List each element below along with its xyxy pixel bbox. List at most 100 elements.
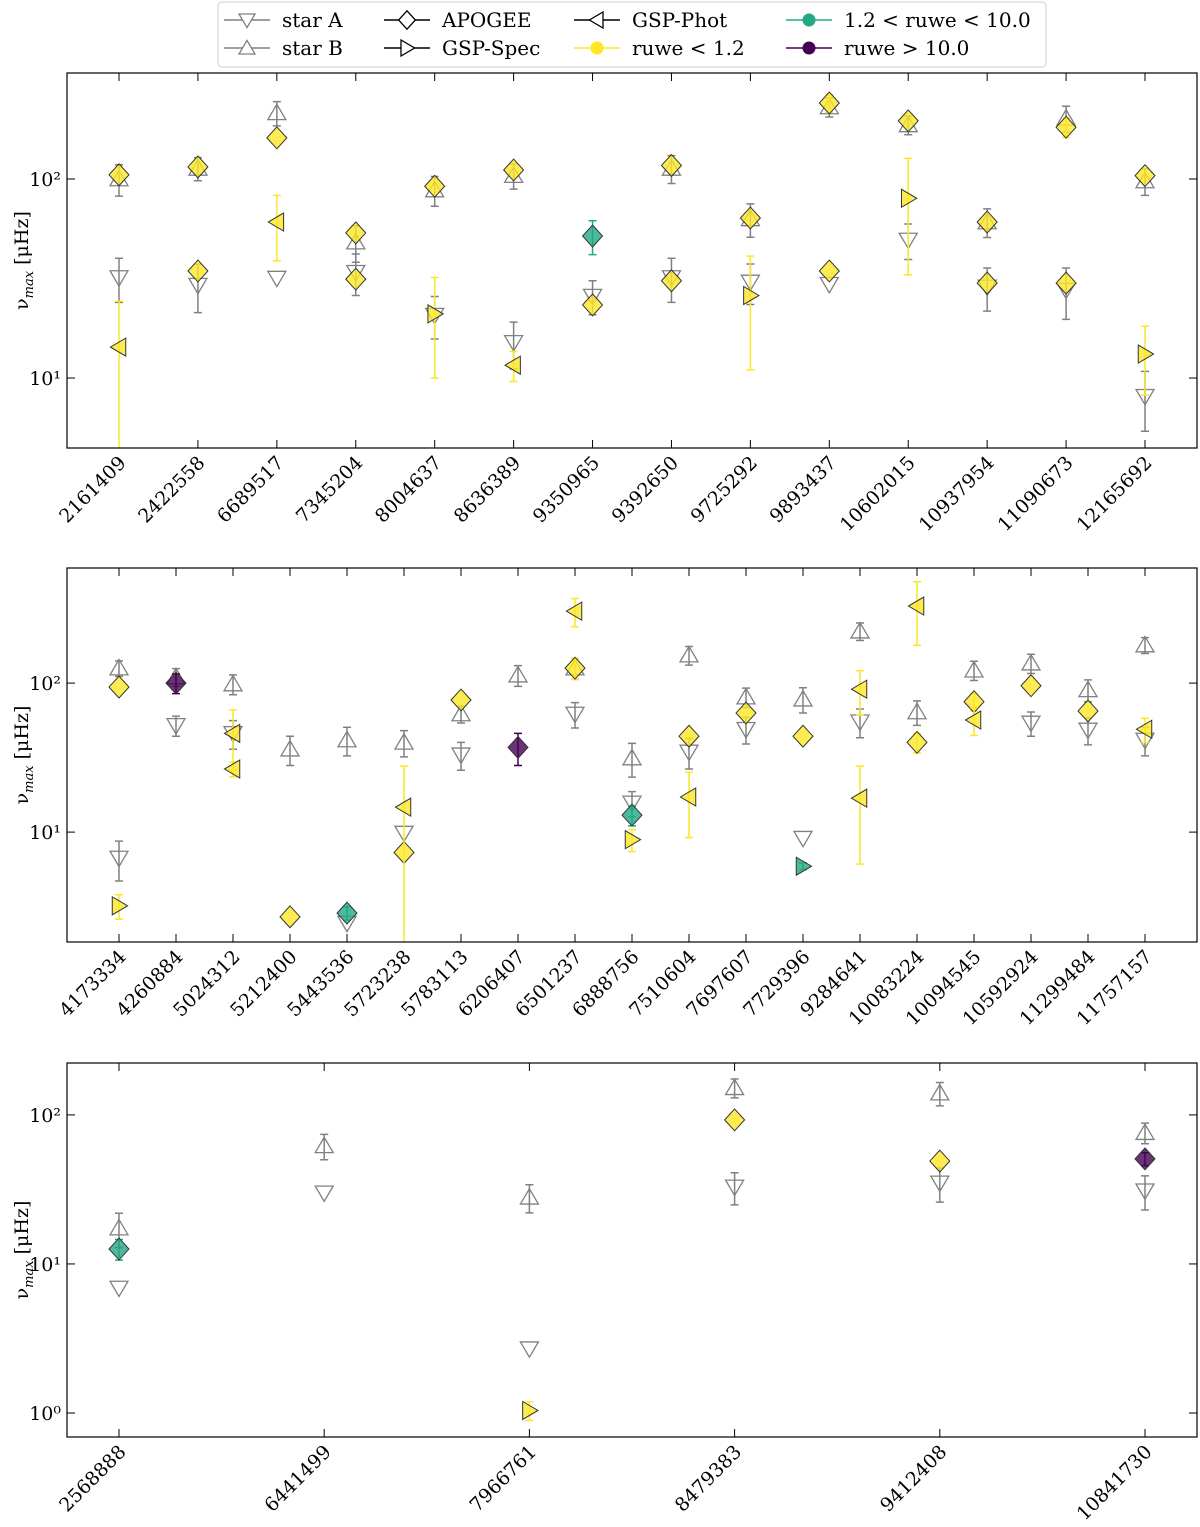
marker (1077, 680, 1099, 698)
marker (108, 658, 130, 676)
legend-marker (802, 13, 816, 27)
marker (678, 724, 700, 748)
marker (394, 797, 412, 818)
x-tick-label: 10841730 (1073, 1441, 1157, 1525)
marker (1055, 271, 1077, 295)
error-bar (272, 100, 281, 127)
error-bar (856, 765, 864, 865)
marker (660, 269, 683, 293)
marker (336, 730, 358, 748)
x-tick-label: 9893437 (765, 452, 840, 527)
marker (266, 103, 287, 121)
marker (929, 1149, 951, 1173)
x-tick-label: 6441499 (260, 1441, 335, 1516)
error-bar (913, 700, 921, 727)
marker (621, 748, 643, 766)
marker (976, 210, 998, 234)
error-bar (1084, 679, 1092, 703)
x-tick-label: 10937954 (915, 452, 999, 536)
x-tick-label: 7966761 (466, 1441, 541, 1516)
data-layer (108, 91, 1156, 448)
marker (743, 285, 760, 306)
marker (165, 671, 187, 695)
marker (1134, 1147, 1156, 1171)
marker (849, 621, 871, 639)
marker (503, 335, 524, 353)
x-tick-label: 2161409 (55, 452, 130, 527)
legend: star A star B APOGEE GSP-Spec GSP-Phot ruwe <… (217, 1, 1047, 68)
data-layer (108, 580, 1156, 942)
error-bar (320, 1133, 329, 1161)
x-tick-label: 2568888 (55, 1441, 130, 1516)
marker (111, 895, 129, 916)
axes-frame (66, 1062, 1198, 1438)
legend-label: GSP-Spec (442, 36, 540, 60)
marker (427, 304, 445, 324)
error-bar (115, 300, 123, 448)
legend-box (217, 1, 1047, 68)
error-bar (1141, 1122, 1149, 1145)
marker (108, 270, 130, 288)
marker (963, 660, 985, 678)
marker (735, 701, 757, 725)
y-label-symbol: ν (11, 793, 33, 805)
error-bar (115, 840, 123, 882)
marker (1020, 653, 1042, 671)
marker (621, 795, 643, 813)
marker (522, 1400, 539, 1421)
legend-label: GSP-Phot (632, 8, 727, 32)
marker (109, 337, 127, 357)
marker (266, 270, 287, 288)
marker (850, 679, 868, 700)
y-label-symbol: ν (11, 298, 33, 310)
marker (507, 735, 529, 760)
y-tick-label: 10² (29, 169, 61, 191)
marker (1134, 1122, 1156, 1141)
marker (907, 596, 925, 616)
marker (792, 830, 814, 849)
marker (187, 259, 209, 283)
marker (906, 730, 928, 755)
marker (222, 674, 244, 692)
marker (450, 704, 472, 722)
marker (1134, 635, 1156, 653)
axes-frame (66, 567, 1198, 943)
marker (519, 1187, 540, 1205)
error-bar (430, 276, 439, 379)
marker (581, 293, 604, 317)
marker (266, 126, 288, 150)
y-label-unit: [μHz] (11, 211, 33, 271)
y-axis-label: νmax [μHz] (11, 706, 37, 805)
marker (582, 288, 603, 306)
marker (336, 901, 358, 925)
marker (660, 153, 683, 178)
marker (964, 710, 982, 730)
marker (929, 1175, 950, 1193)
marker (502, 158, 525, 182)
error-bar (799, 687, 807, 714)
marker (314, 1185, 335, 1203)
marker (564, 706, 586, 724)
marker (267, 212, 285, 232)
error-bar (1141, 636, 1149, 655)
error-bar (935, 1167, 944, 1203)
x-tick-label: 9412408 (876, 1441, 951, 1516)
marker (345, 221, 367, 245)
y-tick-label: 10⁰ (29, 1403, 61, 1425)
marker (624, 829, 642, 850)
error-bar (730, 1172, 739, 1206)
marker (565, 601, 583, 622)
y-tick-label: 10² (29, 673, 61, 695)
marker (621, 803, 643, 827)
error-bar (229, 674, 237, 696)
marker (108, 1237, 130, 1261)
marker (1055, 115, 1077, 139)
legend-marker (237, 39, 257, 55)
marker (450, 688, 472, 712)
legend-marker (237, 13, 257, 29)
marker (679, 787, 697, 807)
x-tick-label: 7345204 (292, 452, 367, 527)
x-tick-label: 11090673 (994, 452, 1078, 536)
axes-frame (66, 72, 1198, 449)
